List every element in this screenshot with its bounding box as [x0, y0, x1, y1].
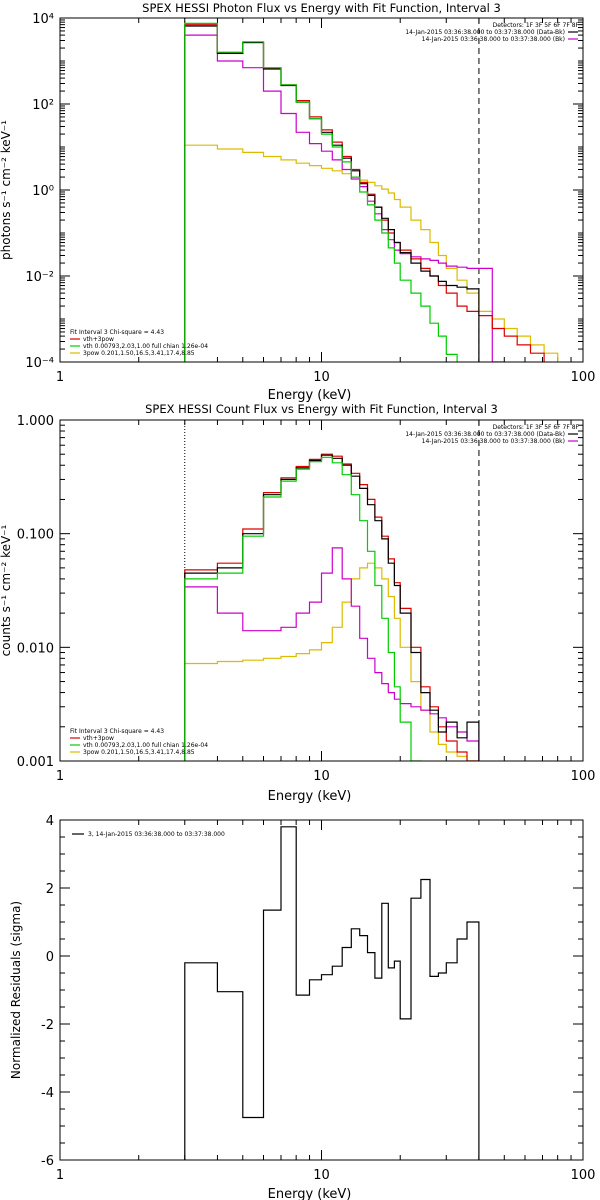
x-tick-label: 100: [571, 1168, 596, 1183]
plot-frame: [59, 819, 584, 1161]
y-tick-label: 10⁻⁴: [25, 356, 54, 371]
y-tick-label: -4: [41, 1086, 54, 1101]
series-line-1: [184, 826, 480, 1160]
y-tick-label: 10²: [32, 98, 54, 113]
x-tick-label: 10: [313, 1168, 330, 1183]
legend-top-text: 14-Jan-2015 03:36:38.000 to 03:37:38.000…: [422, 438, 565, 445]
chart-title: SPEX HESSI Photon Flux vs Energy with Fi…: [142, 1, 501, 15]
y-tick-label: 2: [46, 882, 54, 897]
x-axis-label: Energy (keV): [268, 388, 352, 403]
x-tick-label: 100: [571, 769, 596, 784]
plot-frame: [59, 419, 584, 762]
legend-bottom-text: Fit Interval 3 Chi-square = 4.43: [70, 728, 164, 735]
x-tick-label: 10: [313, 370, 330, 385]
legend-top-text: Detectors: 1F 3F 5F 6F 7F 8F: [493, 22, 580, 29]
series-line-4: [184, 22, 458, 362]
legend-top-text: 14-Jan-2015 03:36:38.000 to 03:37:38.000…: [405, 29, 565, 36]
plot-frame: [59, 17, 584, 363]
x-axis-label: Energy (keV): [268, 1187, 352, 1200]
x-tick-label: 1: [56, 370, 64, 385]
legend-bottom-text: vth 0.00793,2.03,1.00 full chian 1.26e-0…: [83, 742, 208, 749]
panel-2: SPEX HESSI Count Flux vs Energy with Fit…: [0, 402, 595, 804]
legend-bottom-text: vth+3pow: [83, 336, 114, 343]
series-line-4: [184, 456, 422, 761]
legend-bottom-text: 3pow 0.201,1.50,16.5,3.41,17.4,8.85: [83, 749, 195, 756]
x-tick-label: 1: [56, 769, 64, 784]
x-tick-label: 1: [56, 1168, 64, 1183]
legend-top-text: 14-Jan-2015 03:36:38.000 to 03:37:38.000…: [405, 431, 565, 438]
legend-text: 3, 14-Jan-2015 03:36:38.000 to 03:37:38.…: [88, 831, 225, 838]
legend-top-text: 14-Jan-2015 03:36:38.000 to 03:37:38.000…: [422, 36, 565, 43]
y-tick-label: 10⁰: [32, 184, 54, 199]
series-group: [184, 453, 480, 761]
legend-bottom-text: vth 0.00793,2.03,1.00 full chian 1.26e-0…: [83, 343, 208, 350]
chart-title: SPEX HESSI Count Flux vs Energy with Fit…: [145, 402, 498, 416]
series-group: [184, 826, 480, 1160]
legend-top-text: Detectors: 1F 3F 5F 6F 7F 8F: [493, 424, 580, 431]
y-tick-label: 0.001: [17, 755, 54, 770]
legend-bottom-text: vth+3pow: [83, 735, 114, 742]
series-group: [184, 22, 559, 362]
x-tick-label: 100: [571, 370, 596, 385]
y-axis-label: photons s⁻¹ cm⁻² keV⁻¹: [0, 120, 13, 260]
y-tick-label: -2: [41, 1018, 54, 1033]
series-line-5: [184, 562, 480, 761]
x-tick-label: 10: [313, 769, 330, 784]
y-axis-label: counts s⁻¹ cm⁻² keV⁻¹: [0, 524, 13, 656]
panel-1: SPEX HESSI Photon Flux vs Energy with Fi…: [0, 1, 595, 403]
y-axis-label: Normalized Residuals (sigma): [9, 901, 23, 1079]
y-tick-label: 0.010: [17, 641, 54, 656]
y-tick-label: 0: [46, 950, 54, 965]
y-tick-label: 10⁴: [32, 12, 54, 27]
y-tick-label: 0.100: [17, 528, 54, 543]
x-axis-label: Energy (keV): [268, 789, 352, 804]
y-tick-label: 4: [46, 814, 54, 829]
y-tick-label: -6: [41, 1154, 54, 1169]
legend-bottom-text: 3pow 0.201,1.50,16.5,3.41,17.4,8.85: [83, 350, 195, 357]
y-tick-label: 10⁻²: [25, 270, 54, 285]
y-tick-label: 1.000: [17, 414, 54, 429]
panel-3: 1 10 100 4 2 0 -2 -4 -6 Energy (keV) Normalized Re…: [9, 814, 595, 1200]
legend-bottom-text: Fit Interval 3 Chi-square = 4.43: [70, 329, 164, 336]
